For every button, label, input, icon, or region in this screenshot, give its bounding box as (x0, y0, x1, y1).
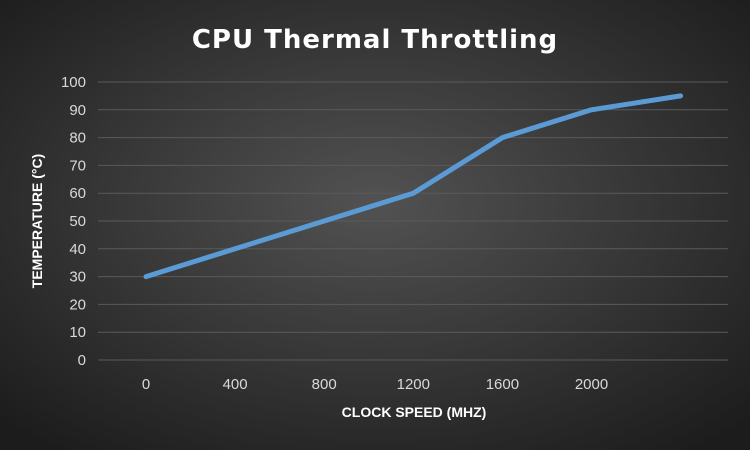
x-axis-title: CLOCK SPEED (MHZ) (342, 404, 487, 420)
y-axis-ticks: 0 10 20 30 40 50 60 70 80 90 100 (61, 74, 86, 369)
y-tick-label-0: 0 (78, 352, 86, 369)
y-tick-label-70: 70 (69, 157, 86, 174)
y-tick-label-80: 80 (69, 130, 86, 147)
y-tick-label-10: 10 (69, 324, 86, 341)
gridlines (98, 81, 728, 361)
y-tick-label-30: 30 (69, 269, 86, 286)
y-tick-label-60: 60 (69, 185, 86, 202)
x-tick-label-1200: 1200 (397, 376, 430, 393)
series-line-0 (143, 93, 684, 280)
x-tick-label-0: 0 (142, 376, 150, 393)
y-tick-label-20: 20 (69, 296, 86, 313)
x-tick-label-2000: 2000 (575, 376, 608, 393)
x-tick-label-800: 800 (312, 376, 337, 393)
x-tick-label-1600: 1600 (486, 376, 519, 393)
series-layer (143, 93, 684, 280)
x-axis-ticks: 0 400 800 1200 1600 2000 (142, 376, 608, 393)
y-tick-label-40: 40 (69, 241, 86, 258)
y-tick-label-50: 50 (69, 213, 86, 230)
y-tick-label-90: 90 (69, 102, 86, 119)
y-tick-label-100: 100 (61, 74, 86, 91)
chart-title: CPU Thermal Throttling (192, 25, 558, 55)
y-axis-title: TEMPERATURE (°C) (29, 154, 45, 288)
x-tick-label-400: 400 (223, 376, 248, 393)
